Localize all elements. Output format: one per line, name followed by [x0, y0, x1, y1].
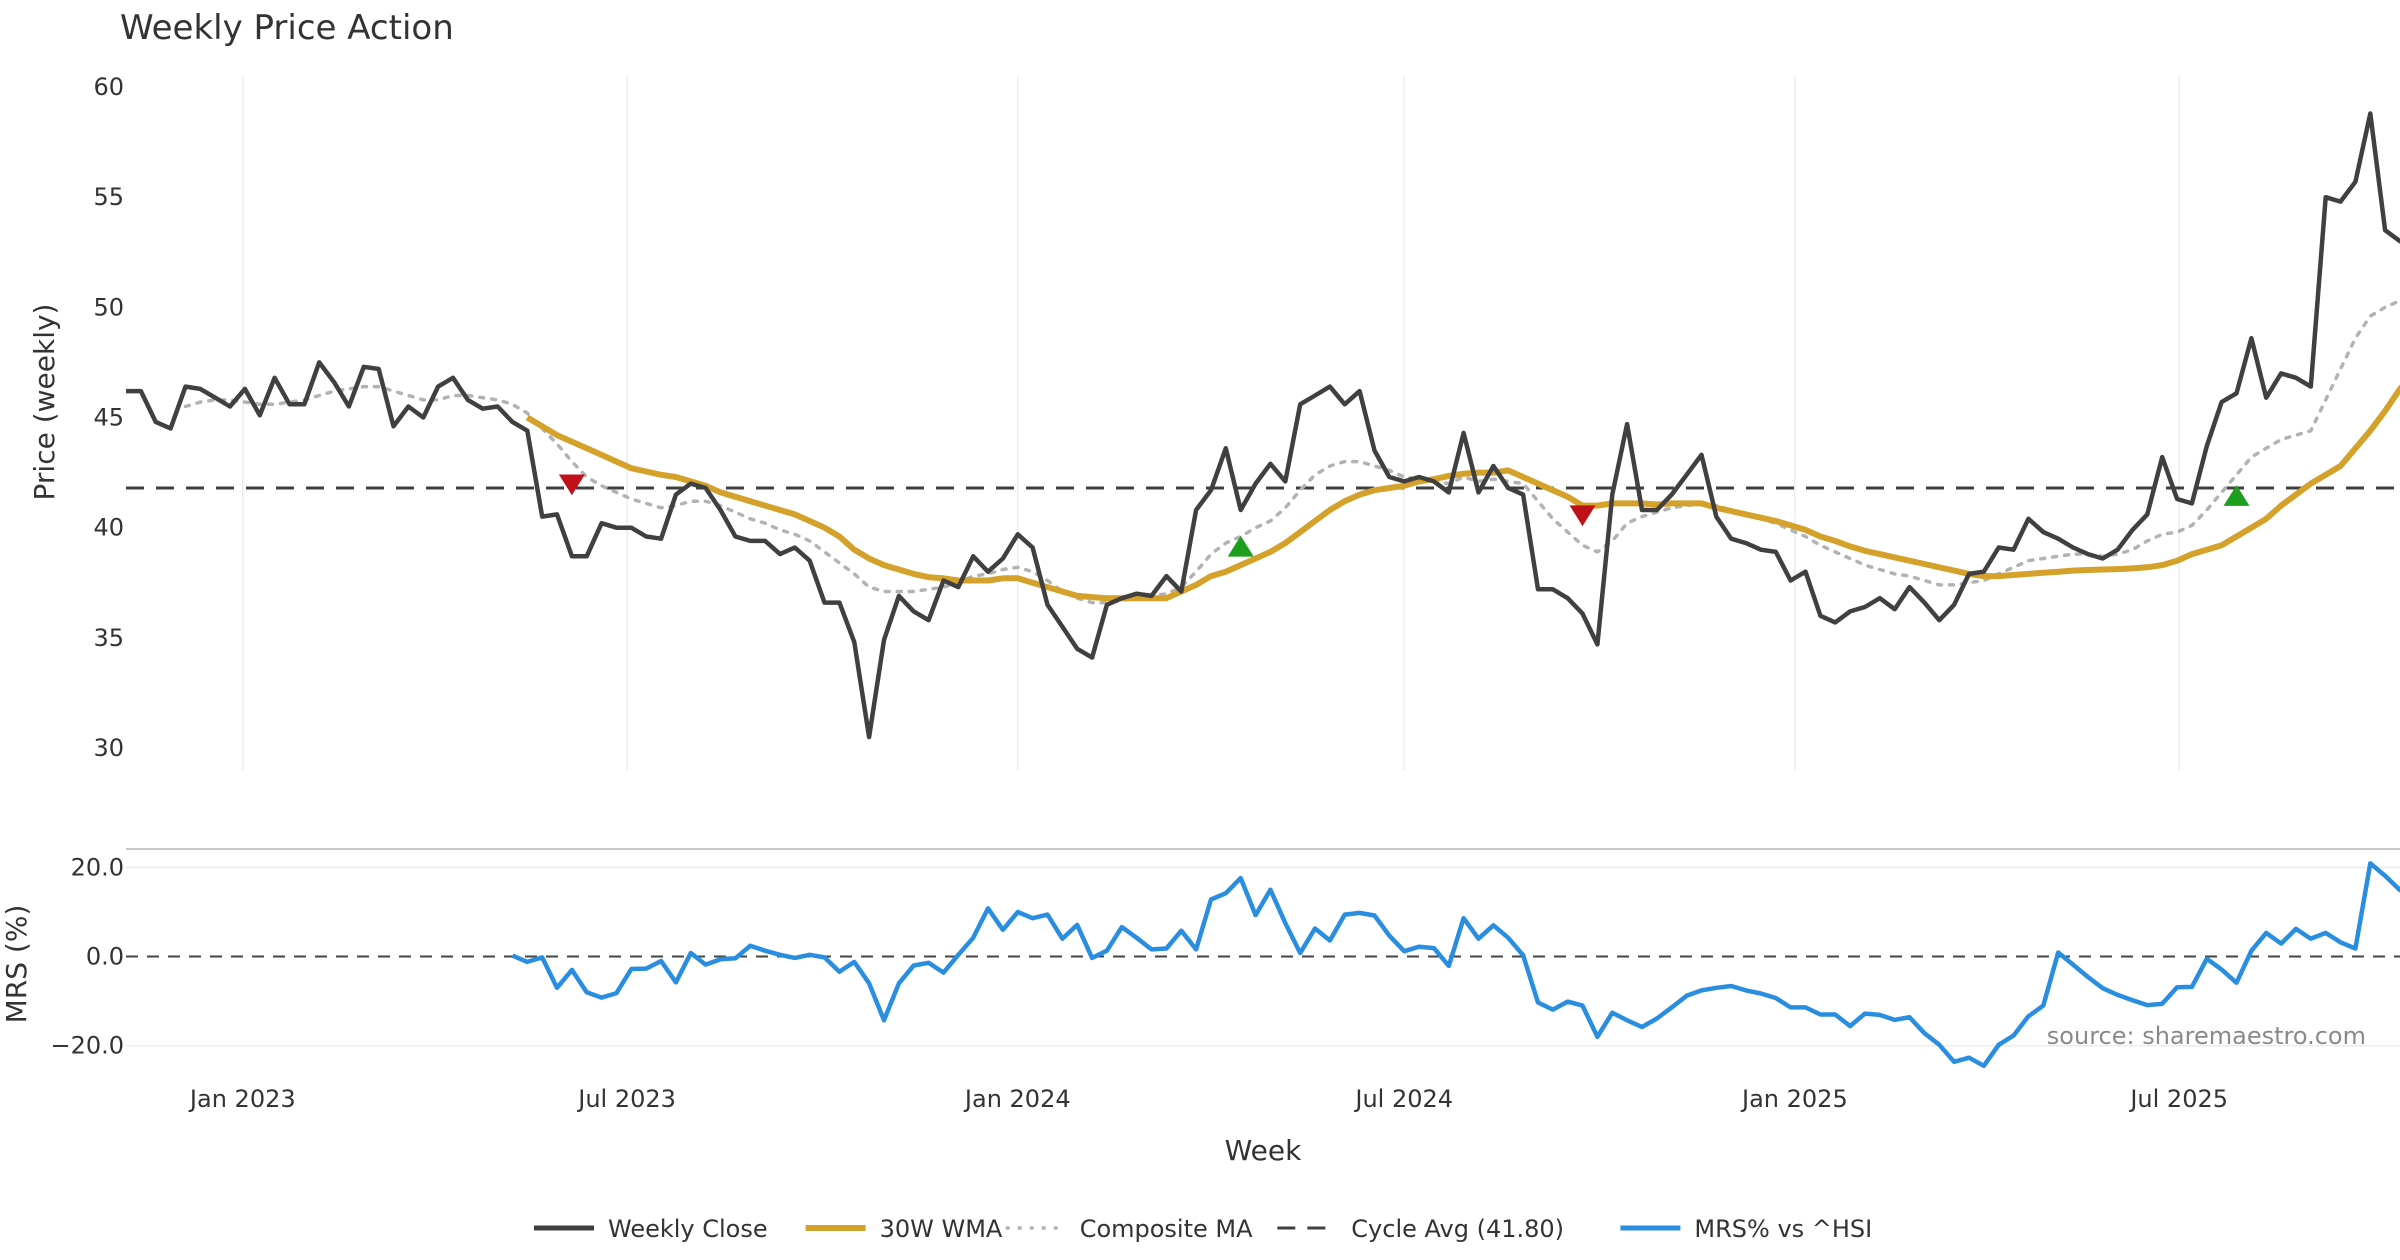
- legend-label: Composite MA: [1080, 1215, 1253, 1243]
- mrs-y-axis-title: MRS (%): [0, 905, 33, 1024]
- source-annotation: source: sharemaestro.com: [2047, 1022, 2366, 1050]
- composite-ma-line: [183, 298, 2400, 605]
- mrs-y-tick-label: 20.0: [71, 853, 124, 881]
- x-tick-label: Jul 2023: [576, 1085, 676, 1113]
- legend-label: 30W WMA: [880, 1215, 1003, 1243]
- x-tick-label: Jan 2025: [1740, 1085, 1848, 1113]
- legend: Weekly Close 30W WMA Composite MA Cycle Avg…: [534, 1215, 1872, 1243]
- x-axis-title: Week: [1225, 1134, 1302, 1167]
- price-y-tick-label: 60: [93, 73, 124, 101]
- price-x-gridlines: [242, 76, 2180, 770]
- chart-title: Weekly Price Action: [120, 8, 454, 48]
- price-y-ticks: 30 35 40 45 50 55 60: [93, 73, 124, 762]
- mrs-y-ticks: 20.0 0.0 −20.0: [50, 853, 124, 1059]
- x-tick-label: Jul 2024: [1353, 1085, 1453, 1113]
- mrs-y-tick-label: −20.0: [50, 1032, 124, 1060]
- price-y-tick-label: 50: [93, 293, 124, 321]
- legend-label: Weekly Close: [608, 1215, 768, 1243]
- price-y-axis-title: Price (weekly): [28, 304, 61, 501]
- signal-markers: [558, 474, 2250, 557]
- weekly-close-line: [126, 111, 2400, 740]
- price-y-tick-label: 30: [93, 734, 124, 762]
- mrs-y-gridlines: [126, 866, 2400, 1047]
- price-y-tick-label: 35: [93, 624, 124, 652]
- price-y-tick-label: 45: [93, 403, 124, 431]
- legend-label: Cycle Avg (41.80): [1351, 1215, 1564, 1243]
- price-y-tick-label: 40: [93, 514, 124, 542]
- x-tick-label: Jan 2024: [963, 1085, 1071, 1113]
- buy-signal-marker: [2223, 485, 2250, 506]
- mrs-y-tick-label: 0.0: [86, 943, 124, 971]
- buy-signal-marker: [1227, 535, 1254, 557]
- x-tick-label: Jul 2025: [2128, 1085, 2228, 1113]
- sell-signal-marker: [558, 474, 585, 496]
- mrs-line: [511, 861, 2400, 1069]
- wma-30w-line: [525, 384, 2400, 602]
- x-tick-label: Jan 2023: [188, 1085, 296, 1113]
- legend-label: MRS% vs ^HSI: [1694, 1215, 1872, 1243]
- x-ticks: Jan 2023 Jul 2023 Jan 2024 Jul 2024 Jan 2025…: [188, 1085, 2228, 1113]
- sell-signal-marker: [1569, 505, 1596, 527]
- price-y-tick-label: 55: [93, 183, 124, 211]
